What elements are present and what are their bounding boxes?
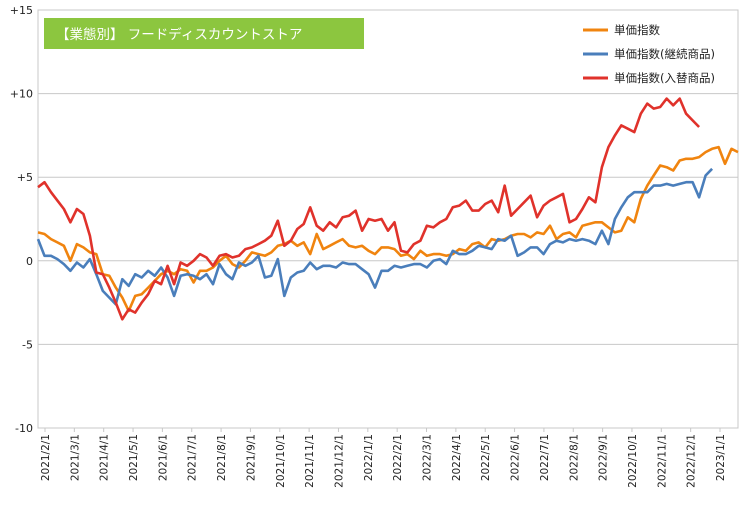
y-tick-label: +15: [10, 4, 33, 17]
x-tick-label: 2021/12/1: [333, 434, 345, 488]
legend-item-2: 単価指数(継続商品): [583, 47, 715, 61]
legend-item-3: 単価指数(入替商品): [583, 71, 715, 85]
y-tick-label: +5: [17, 171, 33, 184]
x-tick-label: 2021/6/1: [157, 434, 169, 481]
series-line-3: [37, 97, 701, 321]
x-tick-label: 2022/10/1: [627, 434, 639, 488]
legend-label: 単価指数(継続商品): [614, 47, 715, 61]
x-tick-label: 2022/3/1: [422, 434, 434, 481]
x-tick-label: 2021/4/1: [99, 434, 111, 481]
chart-title-badge: 【業態別】 フードディスカウントストア: [44, 18, 364, 49]
legend-label: 単価指数(入替商品): [614, 71, 715, 85]
x-tick-label: 2021/10/1: [275, 434, 287, 488]
x-tick-label: 2022/5/1: [480, 434, 492, 481]
y-tick-label: -10: [15, 422, 33, 435]
series-lines: [36, 97, 739, 321]
chart-title-background: [44, 18, 364, 49]
chart-title: 【業態別】 フードディスカウントストア: [56, 26, 302, 43]
x-tick-label: 2021/11/1: [304, 434, 316, 488]
x-tick-label: 2021/3/1: [69, 434, 81, 481]
x-tick-label: 2021/9/1: [245, 434, 257, 481]
x-tick-label: 2023/1/1: [715, 434, 727, 481]
y-tick-label: +10: [10, 88, 33, 101]
x-tick-label: 2022/11/1: [656, 434, 668, 488]
y-axis-ticks: +15 +10 +5 0 -5 -10: [10, 4, 33, 435]
x-tick-label: 2022/1/1: [363, 434, 375, 481]
x-axis-ticks: 2021/2/1 2021/3/1 2021/4/1 2021/5/1 2021/6/1…: [40, 428, 727, 488]
grid-lines: [37, 9, 739, 429]
y-tick-label: 0: [26, 255, 33, 268]
series-line-2: [36, 167, 714, 306]
x-tick-label: 2022/2/1: [392, 434, 404, 481]
x-tick-label: 2021/8/1: [216, 434, 228, 481]
x-tick-label: 2022/4/1: [451, 434, 463, 481]
x-tick-label: 2022/12/1: [686, 434, 698, 488]
x-tick-label: 2022/8/1: [568, 434, 580, 481]
x-tick-label: 2021/7/1: [187, 434, 199, 481]
x-tick-label: 2021/2/1: [40, 434, 52, 481]
legend-label: 単価指数: [614, 23, 660, 37]
x-tick-label: 2021/5/1: [128, 434, 140, 481]
x-tick-label: 2022/7/1: [539, 434, 551, 481]
x-tick-label: 2022/9/1: [598, 434, 610, 481]
legend-item-1: 単価指数: [583, 23, 660, 37]
y-tick-label: -5: [22, 338, 33, 351]
x-tick-label: 2022/6/1: [510, 434, 522, 481]
